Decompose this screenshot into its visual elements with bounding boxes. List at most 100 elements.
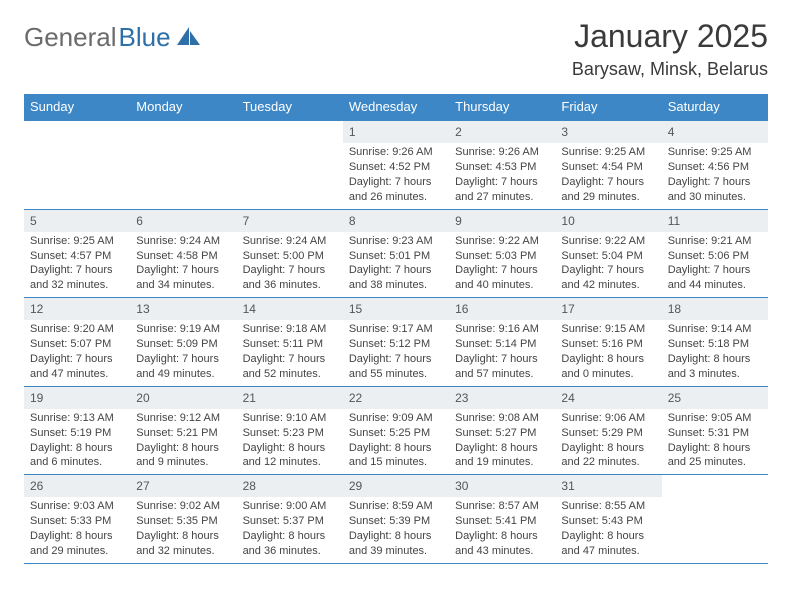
day-header: Thursday xyxy=(449,94,555,120)
day-number: 5 xyxy=(24,210,130,232)
day-body: Sunrise: 8:57 AMSunset: 5:41 PMDaylight:… xyxy=(449,497,555,562)
daylight-text-1: Daylight: 7 hours xyxy=(136,352,230,367)
sunrise-text: Sunrise: 9:02 AM xyxy=(136,499,230,514)
sunset-text: Sunset: 5:37 PM xyxy=(243,514,337,529)
day-number: 23 xyxy=(449,387,555,409)
sunset-text: Sunset: 4:53 PM xyxy=(455,160,549,175)
day-body: Sunrise: 8:55 AMSunset: 5:43 PMDaylight:… xyxy=(555,497,661,562)
daylight-text-2: and 25 minutes. xyxy=(668,455,762,470)
calendar-cell: 10Sunrise: 9:22 AMSunset: 5:04 PMDayligh… xyxy=(555,209,661,298)
sunset-text: Sunset: 5:27 PM xyxy=(455,426,549,441)
day-body: Sunrise: 9:12 AMSunset: 5:21 PMDaylight:… xyxy=(130,409,236,474)
day-number: 29 xyxy=(343,475,449,497)
calendar-cell: 12Sunrise: 9:20 AMSunset: 5:07 PMDayligh… xyxy=(24,298,130,387)
daylight-text-2: and 29 minutes. xyxy=(30,544,124,559)
day-header: Monday xyxy=(130,94,236,120)
calendar-cell xyxy=(24,120,130,209)
page-header: GeneralBlue January 2025 Barysaw, Minsk,… xyxy=(24,18,768,80)
calendar-week-row: 12Sunrise: 9:20 AMSunset: 5:07 PMDayligh… xyxy=(24,298,768,387)
daylight-text-2: and 32 minutes. xyxy=(30,278,124,293)
calendar-cell: 20Sunrise: 9:12 AMSunset: 5:21 PMDayligh… xyxy=(130,386,236,475)
day-number: 26 xyxy=(24,475,130,497)
daylight-text-1: Daylight: 7 hours xyxy=(455,352,549,367)
day-body: Sunrise: 9:23 AMSunset: 5:01 PMDaylight:… xyxy=(343,232,449,297)
calendar-cell: 25Sunrise: 9:05 AMSunset: 5:31 PMDayligh… xyxy=(662,386,768,475)
day-number: 18 xyxy=(662,298,768,320)
daylight-text-1: Daylight: 7 hours xyxy=(349,263,443,278)
daylight-text-1: Daylight: 8 hours xyxy=(243,529,337,544)
day-number: 27 xyxy=(130,475,236,497)
day-number: 3 xyxy=(555,121,661,143)
sunset-text: Sunset: 4:52 PM xyxy=(349,160,443,175)
daylight-text-2: and 52 minutes. xyxy=(243,367,337,382)
sunrise-text: Sunrise: 9:05 AM xyxy=(668,411,762,426)
sunset-text: Sunset: 5:14 PM xyxy=(455,337,549,352)
sunset-text: Sunset: 5:21 PM xyxy=(136,426,230,441)
sunset-text: Sunset: 5:33 PM xyxy=(30,514,124,529)
daylight-text-2: and 22 minutes. xyxy=(561,455,655,470)
day-number: 24 xyxy=(555,387,661,409)
daylight-text-1: Daylight: 7 hours xyxy=(561,263,655,278)
day-number: 15 xyxy=(343,298,449,320)
sunrise-text: Sunrise: 9:22 AM xyxy=(561,234,655,249)
daylight-text-2: and 27 minutes. xyxy=(455,190,549,205)
daylight-text-2: and 12 minutes. xyxy=(243,455,337,470)
sunset-text: Sunset: 5:07 PM xyxy=(30,337,124,352)
day-body: Sunrise: 9:09 AMSunset: 5:25 PMDaylight:… xyxy=(343,409,449,474)
day-body: Sunrise: 9:22 AMSunset: 5:04 PMDaylight:… xyxy=(555,232,661,297)
calendar-cell: 27Sunrise: 9:02 AMSunset: 5:35 PMDayligh… xyxy=(130,475,236,564)
sunrise-text: Sunrise: 9:18 AM xyxy=(243,322,337,337)
day-number: 20 xyxy=(130,387,236,409)
daylight-text-1: Daylight: 8 hours xyxy=(136,441,230,456)
calendar-cell: 31Sunrise: 8:55 AMSunset: 5:43 PMDayligh… xyxy=(555,475,661,564)
day-body: Sunrise: 9:14 AMSunset: 5:18 PMDaylight:… xyxy=(662,320,768,385)
day-number: 12 xyxy=(24,298,130,320)
day-body: Sunrise: 9:05 AMSunset: 5:31 PMDaylight:… xyxy=(662,409,768,474)
sunset-text: Sunset: 4:54 PM xyxy=(561,160,655,175)
daylight-text-1: Daylight: 8 hours xyxy=(668,352,762,367)
daylight-text-1: Daylight: 8 hours xyxy=(349,441,443,456)
day-number: 11 xyxy=(662,210,768,232)
day-body: Sunrise: 9:25 AMSunset: 4:54 PMDaylight:… xyxy=(555,143,661,208)
sunrise-text: Sunrise: 9:22 AM xyxy=(455,234,549,249)
calendar-cell xyxy=(130,120,236,209)
sunrise-text: Sunrise: 9:20 AM xyxy=(30,322,124,337)
daylight-text-1: Daylight: 8 hours xyxy=(349,529,443,544)
calendar-cell: 22Sunrise: 9:09 AMSunset: 5:25 PMDayligh… xyxy=(343,386,449,475)
sunset-text: Sunset: 5:29 PM xyxy=(561,426,655,441)
sunset-text: Sunset: 5:18 PM xyxy=(668,337,762,352)
daylight-text-2: and 55 minutes. xyxy=(349,367,443,382)
daylight-text-1: Daylight: 8 hours xyxy=(668,441,762,456)
calendar-cell: 23Sunrise: 9:08 AMSunset: 5:27 PMDayligh… xyxy=(449,386,555,475)
sunrise-text: Sunrise: 9:13 AM xyxy=(30,411,124,426)
sunset-text: Sunset: 5:31 PM xyxy=(668,426,762,441)
sunrise-text: Sunrise: 9:08 AM xyxy=(455,411,549,426)
daylight-text-2: and 0 minutes. xyxy=(561,367,655,382)
daylight-text-1: Daylight: 7 hours xyxy=(668,175,762,190)
daylight-text-2: and 38 minutes. xyxy=(349,278,443,293)
day-number: 21 xyxy=(237,387,343,409)
sunrise-text: Sunrise: 9:14 AM xyxy=(668,322,762,337)
calendar-week-row: 26Sunrise: 9:03 AMSunset: 5:33 PMDayligh… xyxy=(24,475,768,564)
daylight-text-2: and 49 minutes. xyxy=(136,367,230,382)
daylight-text-2: and 47 minutes. xyxy=(561,544,655,559)
day-number: 1 xyxy=(343,121,449,143)
daylight-text-1: Daylight: 8 hours xyxy=(30,529,124,544)
sunrise-text: Sunrise: 9:19 AM xyxy=(136,322,230,337)
sunrise-text: Sunrise: 9:26 AM xyxy=(455,145,549,160)
daylight-text-2: and 42 minutes. xyxy=(561,278,655,293)
sunrise-text: Sunrise: 8:59 AM xyxy=(349,499,443,514)
sunset-text: Sunset: 4:58 PM xyxy=(136,249,230,264)
calendar-cell: 16Sunrise: 9:16 AMSunset: 5:14 PMDayligh… xyxy=(449,298,555,387)
day-body: Sunrise: 9:24 AMSunset: 5:00 PMDaylight:… xyxy=(237,232,343,297)
daylight-text-1: Daylight: 8 hours xyxy=(561,352,655,367)
daylight-text-1: Daylight: 7 hours xyxy=(455,175,549,190)
calendar-cell: 18Sunrise: 9:14 AMSunset: 5:18 PMDayligh… xyxy=(662,298,768,387)
day-number: 2 xyxy=(449,121,555,143)
daylight-text-1: Daylight: 7 hours xyxy=(243,352,337,367)
daylight-text-2: and 43 minutes. xyxy=(455,544,549,559)
day-header: Saturday xyxy=(662,94,768,120)
day-number: 9 xyxy=(449,210,555,232)
calendar-week-row: 5Sunrise: 9:25 AMSunset: 4:57 PMDaylight… xyxy=(24,209,768,298)
day-body: Sunrise: 9:20 AMSunset: 5:07 PMDaylight:… xyxy=(24,320,130,385)
